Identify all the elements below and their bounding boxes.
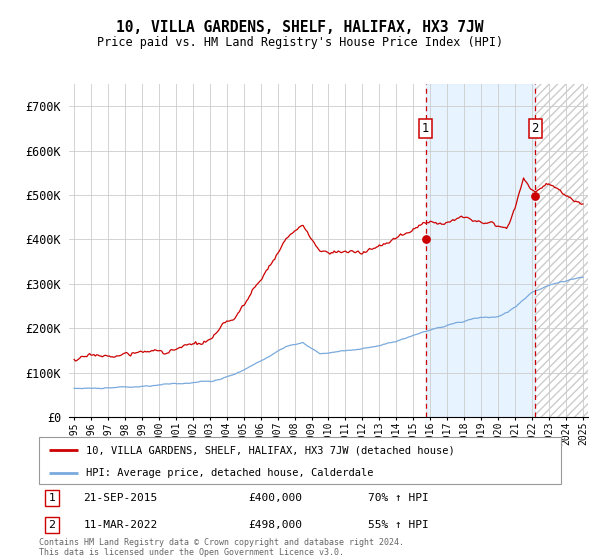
Point xyxy=(530,192,540,200)
Text: 2: 2 xyxy=(532,122,539,135)
Text: 11-MAR-2022: 11-MAR-2022 xyxy=(83,520,158,530)
Text: 21-SEP-2015: 21-SEP-2015 xyxy=(83,493,158,503)
Text: 2: 2 xyxy=(49,520,56,530)
Point xyxy=(421,235,430,244)
Text: 70% ↑ HPI: 70% ↑ HPI xyxy=(368,493,428,503)
Text: HPI: Average price, detached house, Calderdale: HPI: Average price, detached house, Cald… xyxy=(86,468,373,478)
Text: 10, VILLA GARDENS, SHELF, HALIFAX, HX3 7JW (detached house): 10, VILLA GARDENS, SHELF, HALIFAX, HX3 7… xyxy=(86,445,455,455)
Bar xyxy=(535,84,600,417)
Bar xyxy=(535,84,600,417)
Text: Price paid vs. HM Land Registry's House Price Index (HPI): Price paid vs. HM Land Registry's House … xyxy=(97,36,503,49)
Text: 10, VILLA GARDENS, SHELF, HALIFAX, HX3 7JW: 10, VILLA GARDENS, SHELF, HALIFAX, HX3 7… xyxy=(116,20,484,35)
Text: Contains HM Land Registry data © Crown copyright and database right 2024.
This d: Contains HM Land Registry data © Crown c… xyxy=(39,538,404,557)
Bar xyxy=(425,84,535,417)
Text: £498,000: £498,000 xyxy=(248,520,302,530)
Text: 55% ↑ HPI: 55% ↑ HPI xyxy=(368,520,428,530)
Text: 1: 1 xyxy=(422,122,430,135)
Text: 1: 1 xyxy=(49,493,56,503)
Text: £400,000: £400,000 xyxy=(248,493,302,503)
